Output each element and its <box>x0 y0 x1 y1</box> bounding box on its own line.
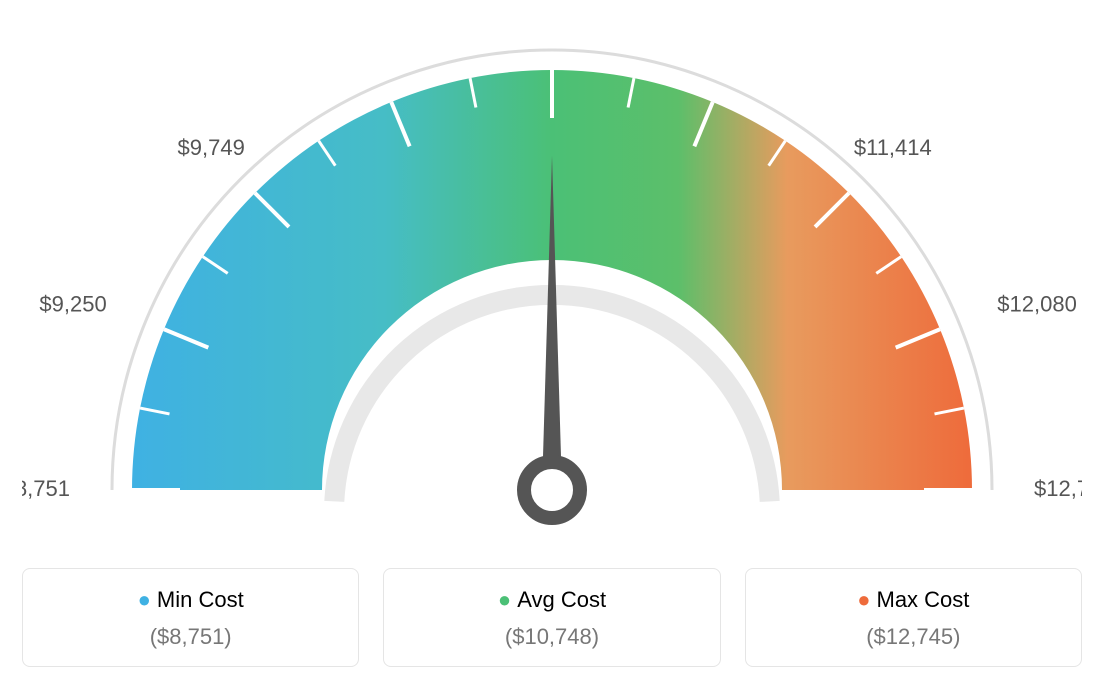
cost-gauge-chart: $8,751$9,250$9,749$10,748$11,414$12,080$… <box>22 20 1082 667</box>
svg-text:$12,080: $12,080 <box>997 291 1077 316</box>
dot-icon: ● <box>857 587 870 612</box>
legend-card-min: ●Min Cost ($8,751) <box>22 568 359 667</box>
legend-value-min: ($8,751) <box>33 624 348 650</box>
legend-title-min: ●Min Cost <box>33 587 348 614</box>
svg-text:$11,414: $11,414 <box>854 135 932 160</box>
legend-label: Min Cost <box>157 587 244 612</box>
gauge-svg: $8,751$9,250$9,749$10,748$11,414$12,080$… <box>22 20 1082 540</box>
dot-icon: ● <box>498 587 511 612</box>
legend-row: ●Min Cost ($8,751) ●Avg Cost ($10,748) ●… <box>22 568 1082 667</box>
legend-label: Avg Cost <box>517 587 606 612</box>
legend-value-max: ($12,745) <box>756 624 1071 650</box>
legend-label: Max Cost <box>877 587 970 612</box>
dot-icon: ● <box>138 587 151 612</box>
legend-title-max: ● Max Cost <box>756 587 1071 614</box>
svg-text:$8,751: $8,751 <box>22 476 70 501</box>
legend-title-avg: ●Avg Cost <box>394 587 709 614</box>
svg-text:$12,745: $12,745 <box>1034 476 1082 501</box>
legend-card-avg: ●Avg Cost ($10,748) <box>383 568 720 667</box>
legend-value-avg: ($10,748) <box>394 624 709 650</box>
svg-text:$9,749: $9,749 <box>178 135 245 160</box>
svg-text:$9,250: $9,250 <box>39 291 106 316</box>
legend-card-max: ● Max Cost ($12,745) <box>745 568 1082 667</box>
